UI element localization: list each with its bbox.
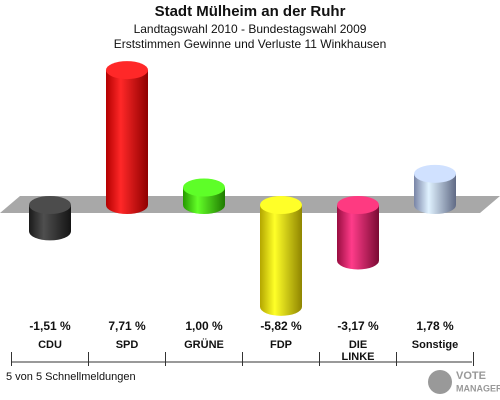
logo: VOTE MANAGER <box>428 370 500 394</box>
value-label: 1,00 % <box>185 319 223 333</box>
chart-subtitle: Erststimmen Gewinne und Verluste 11 Wink… <box>114 37 387 51</box>
category-label: SPD <box>115 339 139 351</box>
chart-subtitle: Landtagswahl 2010 - Bundestagswahl 2009 <box>134 22 367 36</box>
category-label: CDU <box>38 339 62 351</box>
bar <box>260 205 302 307</box>
category-label: FDP <box>270 339 292 351</box>
category-label: Sonstige <box>411 339 459 351</box>
logo-text: VOTE <box>456 370 486 382</box>
bar-top <box>260 196 302 214</box>
bar <box>106 70 148 205</box>
bar <box>337 205 379 261</box>
value-label: 7,71 % <box>108 319 146 333</box>
bar-top <box>414 164 456 183</box>
bar-top <box>29 196 71 214</box>
logo-text: MANAGER <box>456 383 500 393</box>
bar-top <box>106 61 148 80</box>
bar-top <box>337 196 379 214</box>
bar-top <box>183 178 225 197</box>
footer: 5 von 5 Schnellmeldungen <box>6 371 136 383</box>
value-label: -3,17 % <box>337 319 379 333</box>
chart-title: Stadt Mülheim an der Ruhr <box>155 3 346 20</box>
category-label: GRÜNE <box>184 339 224 351</box>
category-label: DIE LINKE <box>341 339 375 363</box>
logo-icon <box>428 370 452 394</box>
value-label: -5,82 % <box>260 319 302 333</box>
value-label: -1,51 % <box>29 319 71 333</box>
value-label: 1,78 % <box>416 319 454 333</box>
